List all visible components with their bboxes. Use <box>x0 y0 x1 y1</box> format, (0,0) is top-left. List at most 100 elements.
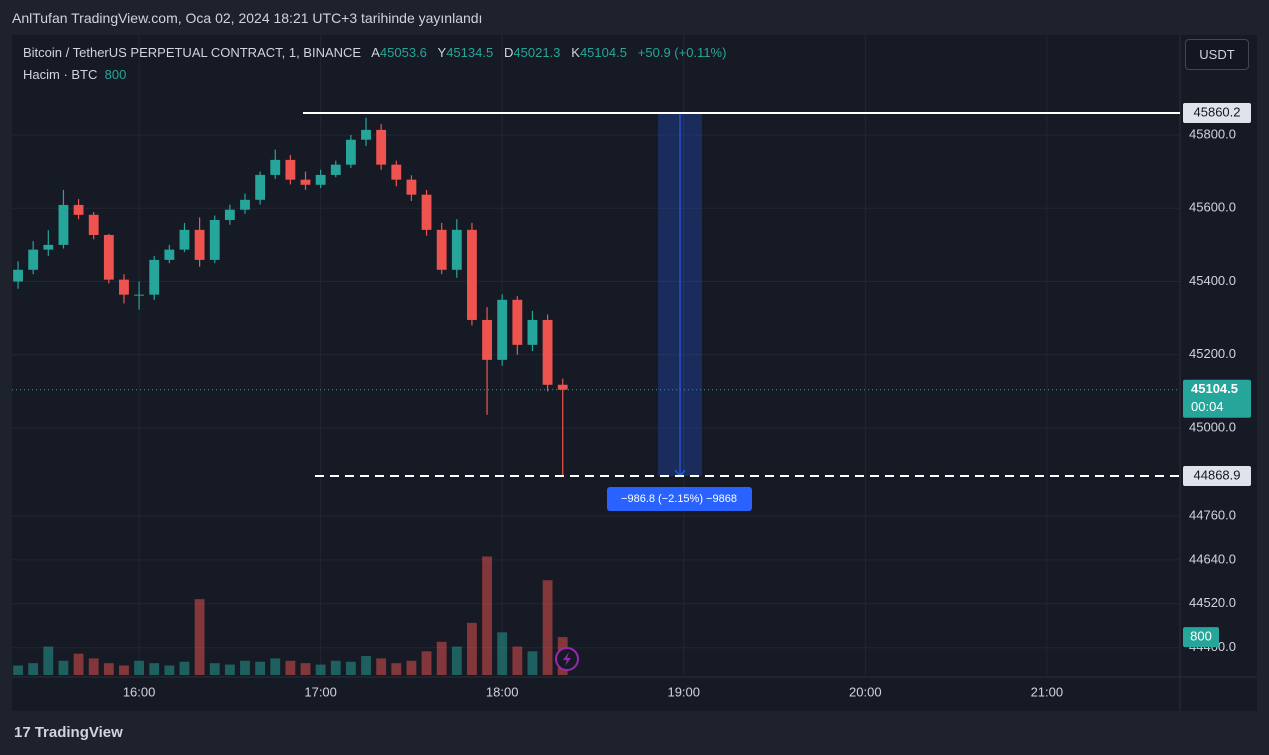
x-tick-label: 16:00 <box>123 684 156 699</box>
hline-label: 44868.9 <box>1194 467 1241 482</box>
volume-bar <box>345 661 356 675</box>
close-label: K <box>571 45 580 60</box>
candle-body <box>240 199 250 210</box>
close-value: 45104.5 <box>579 45 627 60</box>
last-price-label: 45104.5 <box>1191 381 1238 396</box>
volume-legend: Hacim · BTC 800 <box>23 67 126 82</box>
candle-body <box>43 244 54 250</box>
volume-bar <box>361 656 371 675</box>
volume-bar <box>406 660 417 675</box>
last-price-bg <box>1183 379 1251 418</box>
open-value: 45053.6 <box>379 45 427 60</box>
candle-body <box>73 204 84 215</box>
volume-bar <box>285 660 296 675</box>
brand: 17 TradingView <box>14 724 123 741</box>
x-tick-label: 19:00 <box>667 684 700 699</box>
candle-body <box>13 269 23 282</box>
volume-bar <box>330 660 341 675</box>
candle-body <box>527 319 538 345</box>
volume-bar <box>467 622 477 675</box>
hline-label-bg <box>1183 466 1251 487</box>
candle-body <box>88 214 99 235</box>
volume-bar <box>300 663 311 675</box>
volume-bar <box>149 663 160 675</box>
volume-bar <box>88 658 99 675</box>
candle-body <box>436 229 447 270</box>
y-tick-label: 44760.0 <box>1189 507 1236 522</box>
volume-label: Hacim · BTC <box>23 67 98 82</box>
x-tick-label: 17:00 <box>304 684 337 699</box>
volume-bar <box>103 663 114 675</box>
x-tick-label: 18:00 <box>486 684 519 699</box>
candle-body <box>406 179 417 195</box>
candle-body <box>209 219 220 260</box>
candle-body <box>28 249 39 270</box>
candle-body <box>119 279 129 295</box>
volume-axis-label: 800 <box>1190 629 1212 644</box>
volume-bar <box>315 664 326 675</box>
hline-label: 45860.2 <box>1194 104 1241 119</box>
candle-body <box>194 229 205 260</box>
volume-bar <box>73 653 84 675</box>
volume-bar <box>179 661 190 675</box>
y-tick-label: 45800.0 <box>1189 126 1236 141</box>
x-tick-label: 20:00 <box>849 684 882 699</box>
alert-bolt <box>563 652 571 666</box>
candle-body <box>542 319 553 385</box>
volume-bar <box>240 660 250 675</box>
candle-body <box>58 204 69 245</box>
volume-bar <box>28 663 39 675</box>
volume-bar <box>391 663 402 675</box>
candle-body <box>391 164 402 180</box>
chart-panel <box>12 35 1257 711</box>
volume-bar <box>134 660 145 675</box>
volume-bar <box>270 658 281 675</box>
countdown: 00:04 <box>1191 399 1224 414</box>
candle-body <box>451 229 462 270</box>
y-tick-label: 45400.0 <box>1189 273 1236 288</box>
low-value: 45021.3 <box>513 45 561 60</box>
volume-value: 800 <box>104 67 127 82</box>
candle-body <box>482 319 492 360</box>
volume-label-bg <box>1183 627 1219 648</box>
high-value: 45134.5 <box>446 45 494 60</box>
open-label: A <box>371 45 380 60</box>
candle-body <box>315 174 326 185</box>
y-tick-label: 44640.0 <box>1189 551 1236 566</box>
candle-body <box>376 129 387 165</box>
measure-label: −986.8 (−2.15%) −9868 <box>621 493 737 505</box>
volume-bar <box>224 664 235 675</box>
volume-bar <box>255 661 266 675</box>
candle-body <box>345 139 356 165</box>
publish-title: AnlTufan TradingView.com, Oca 02, 2024 1… <box>12 10 483 26</box>
candle-body <box>361 129 371 140</box>
candle-body <box>255 174 266 200</box>
measure-label-bg <box>607 487 752 511</box>
change: +50.9 (+0.11%) <box>637 45 727 60</box>
candle-body <box>512 299 523 345</box>
volume-bar <box>527 651 538 675</box>
hline-label-bg <box>1183 102 1251 123</box>
volume-bar <box>451 646 462 675</box>
ohlc-legend: Bitcoin / TetherUS PERPETUAL CONTRACT, 1… <box>23 45 726 60</box>
y-tick-label: 45600.0 <box>1189 200 1236 215</box>
volume-bar <box>542 580 553 675</box>
volume-bar <box>512 646 523 675</box>
symbol: Bitcoin / TetherUS PERPETUAL CONTRACT, 1… <box>23 45 362 60</box>
volume-bar <box>497 632 508 675</box>
candle-body <box>224 209 235 220</box>
volume-bar <box>421 651 432 675</box>
y-tick-label: 45000.0 <box>1189 419 1236 434</box>
currency-button[interactable]: USDT <box>1185 39 1249 70</box>
candle-body <box>300 179 311 185</box>
candle-body <box>270 159 281 175</box>
y-tick-label: 44520.0 <box>1189 595 1236 610</box>
volume-bar <box>119 665 129 675</box>
volume-bar <box>194 599 205 675</box>
candle-body <box>557 384 568 390</box>
candle-body <box>497 299 508 360</box>
candle-body <box>179 229 190 250</box>
volume-bar <box>58 660 69 675</box>
candle-body <box>285 159 296 180</box>
candle-body <box>421 194 432 230</box>
